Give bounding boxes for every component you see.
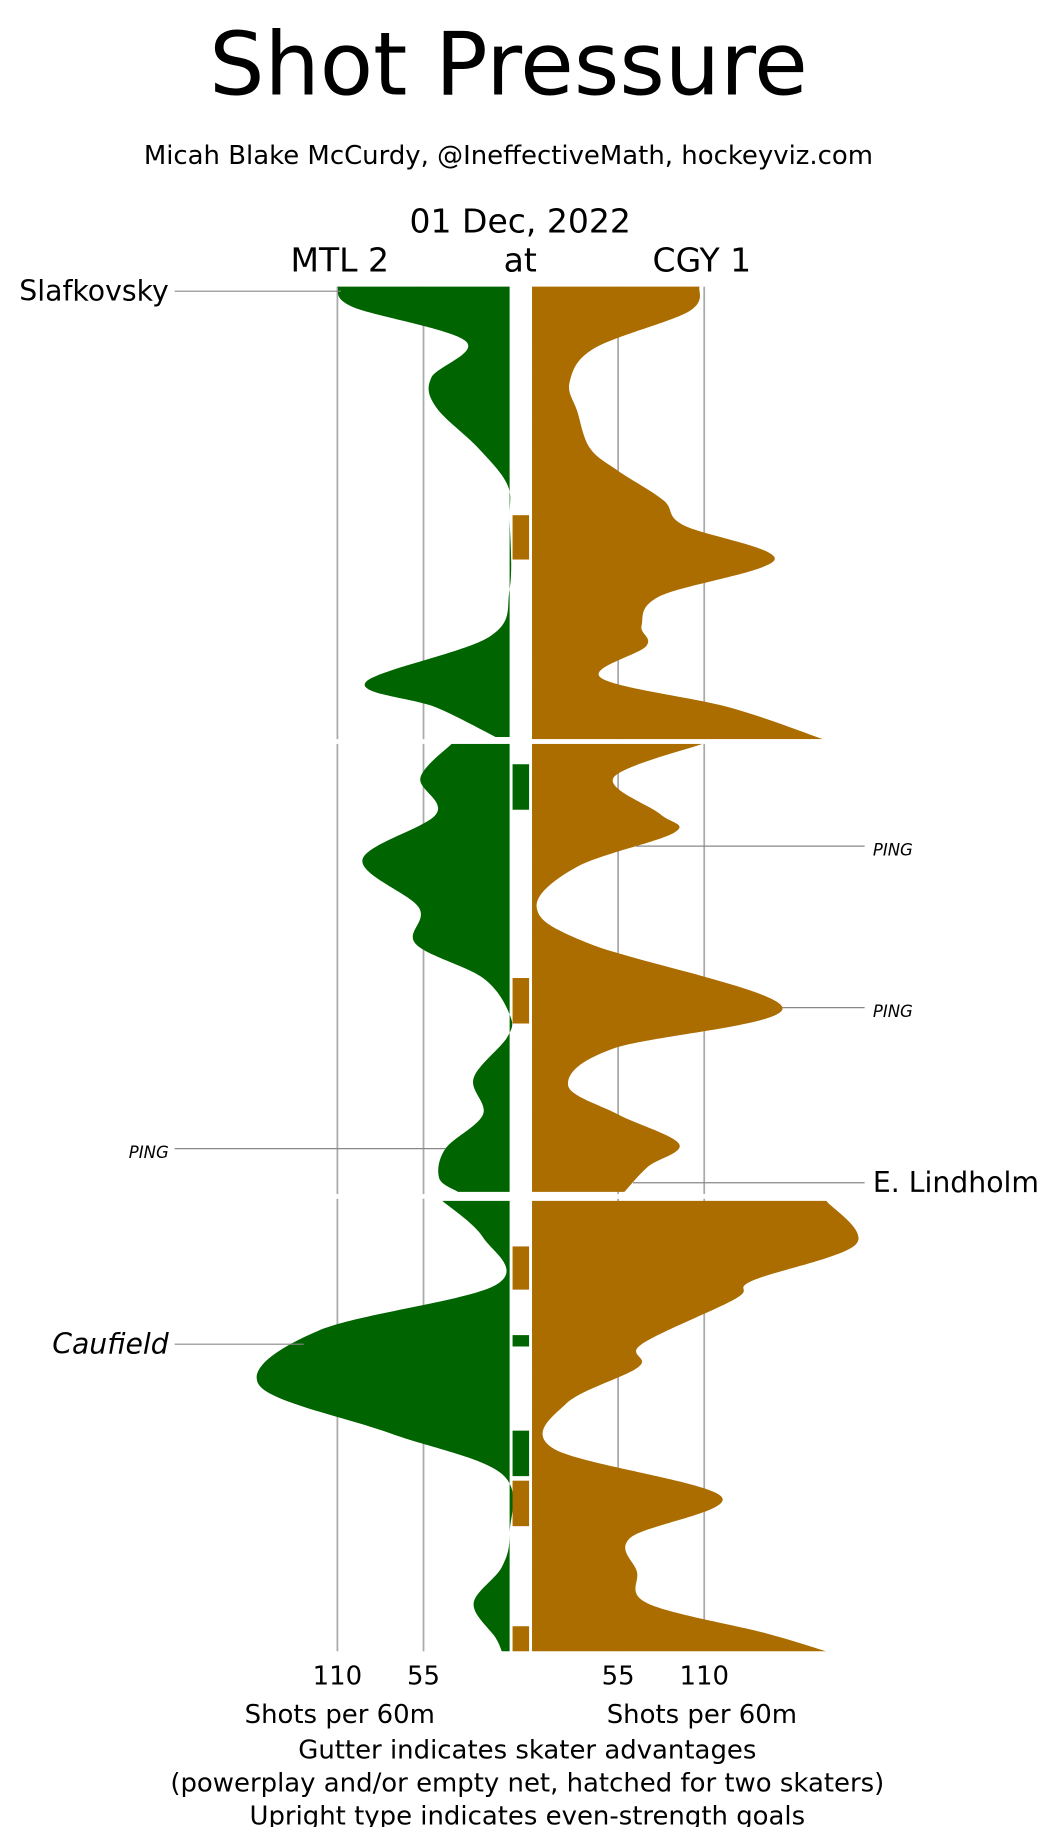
footnote: Upright type indicates even-strength goa…	[249, 1802, 805, 1827]
footnote: Gutter indicates skater advantages	[298, 1736, 756, 1766]
chart-subtitle: Micah Blake McCurdy, @IneffectiveMath, h…	[144, 141, 873, 171]
axis-label: Shots per 60m	[245, 1700, 435, 1730]
axis-label: Shots per 60m	[607, 1700, 797, 1730]
at-label: at	[504, 240, 537, 279]
advantage-bar	[512, 1246, 530, 1290]
team-label: CGY 1	[653, 240, 752, 279]
goal-label: PING	[129, 1143, 169, 1162]
advantage-bar	[512, 764, 530, 810]
pressure-area	[362, 743, 513, 1192]
advantage-bar	[512, 515, 530, 560]
x-tick-label: 110	[313, 1661, 363, 1691]
advantage-bar	[512, 978, 530, 1024]
advantage-bar	[512, 1335, 530, 1347]
advantage-bar	[512, 1480, 530, 1527]
pressure-area	[532, 286, 824, 740]
team-label: MTL 2	[290, 240, 389, 279]
advantage-bar	[512, 1430, 530, 1477]
x-tick-label: 55	[602, 1661, 635, 1691]
footnote: (powerplay and/or empty net, hatched for…	[170, 1769, 884, 1799]
game-date: 01 Dec, 2022	[410, 201, 631, 240]
goal-label: Caufield	[52, 1328, 170, 1361]
goal-label: E. Lindholm	[873, 1166, 1039, 1199]
goal-label: Slafkovsky	[19, 275, 168, 308]
pressure-area	[337, 286, 512, 737]
pressure-area	[532, 1200, 859, 1652]
chart-title: Shot Pressure	[209, 13, 808, 115]
x-tick-label: 110	[679, 1661, 729, 1691]
pressure-area	[532, 743, 783, 1192]
goal-label: PING	[873, 1002, 913, 1021]
pressure-area	[256, 1200, 514, 1652]
advantage-bar	[512, 1626, 530, 1652]
x-tick-label: 55	[407, 1661, 440, 1691]
goal-label: PING	[873, 841, 913, 860]
